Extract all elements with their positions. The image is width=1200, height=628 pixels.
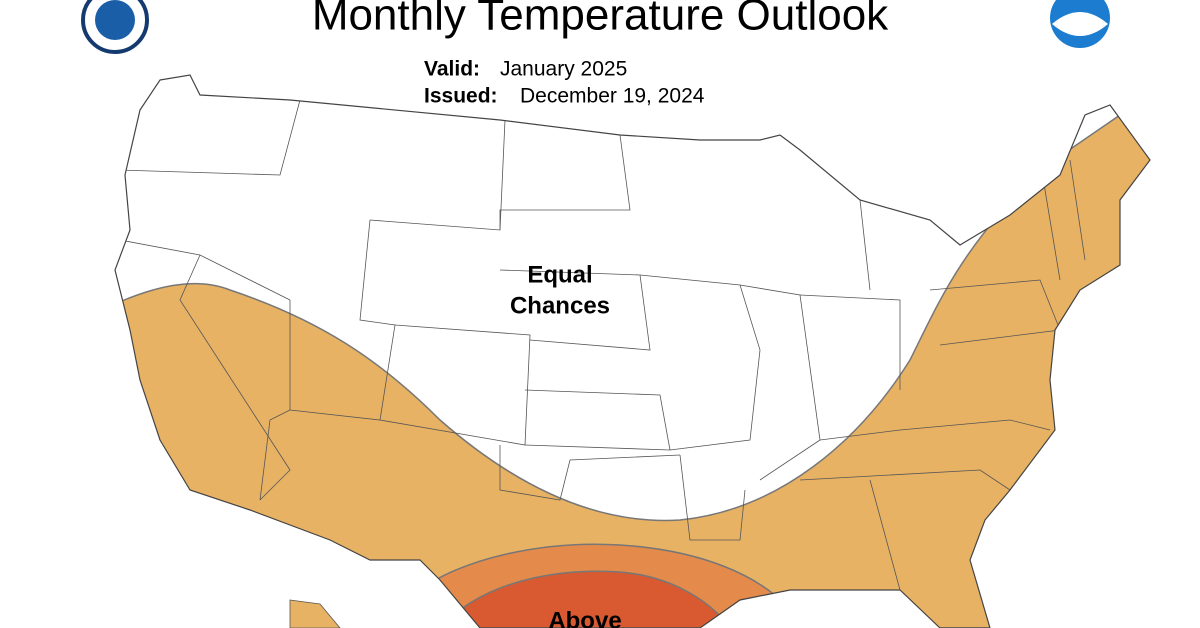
valid-value: January 2025 bbox=[500, 58, 627, 81]
probability-areas bbox=[115, 75, 1150, 628]
baja bbox=[289, 599, 341, 628]
state-lines bbox=[119, 99, 1086, 591]
title: Monthly Temperature Outlook bbox=[312, 0, 889, 40]
noaa-logo-bird bbox=[1052, 12, 1108, 36]
issued-value: December 19, 2024 bbox=[520, 85, 705, 108]
above-33-40 bbox=[115, 75, 1150, 628]
valid-label: Valid: bbox=[424, 58, 480, 81]
region-label: Equal bbox=[527, 261, 592, 288]
region-label: Chances bbox=[510, 292, 610, 319]
region-label: Above bbox=[548, 607, 621, 628]
above-50-60 bbox=[459, 570, 732, 628]
doc-logo-inner bbox=[95, 0, 135, 40]
issued-label: Issued: bbox=[424, 85, 498, 108]
